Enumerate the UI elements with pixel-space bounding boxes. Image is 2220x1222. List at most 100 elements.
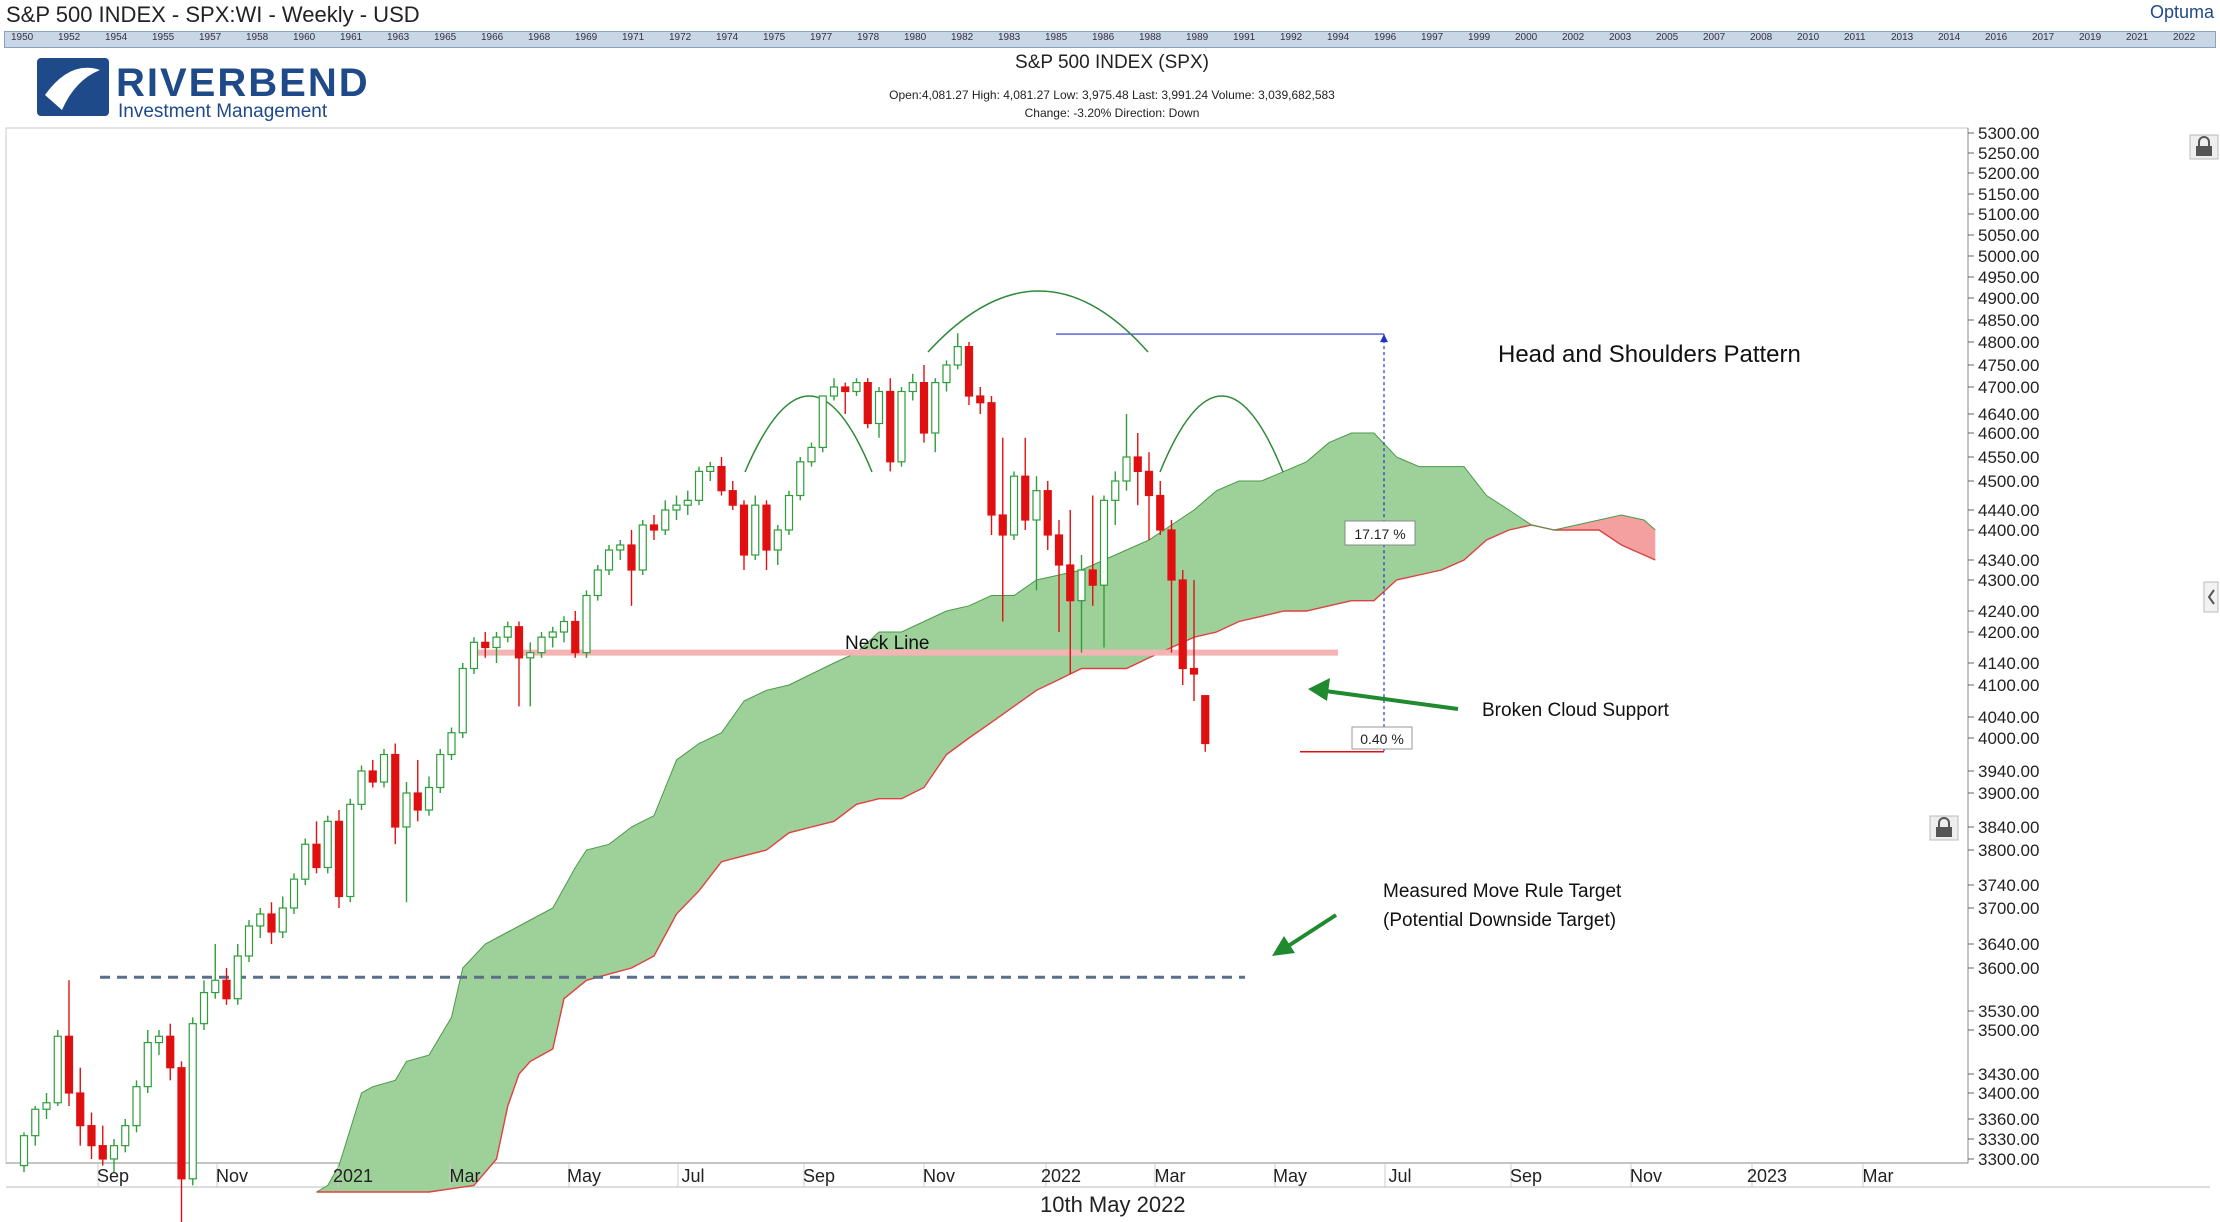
candle-body [852,382,861,393]
y-tick-label: 4700.00 [1978,378,2039,397]
candle-body [886,390,895,463]
y-tick-label: 3500.00 [1978,1021,2039,1040]
y-tick-label: 4400.00 [1978,521,2039,540]
candle-body [177,1067,186,1180]
candle-body [1133,456,1142,472]
candle-body [222,979,231,1000]
candle-body [1088,569,1097,586]
candle-body [109,1145,119,1160]
y-tick-label: 3640.00 [1978,935,2039,954]
candle-body [323,820,332,869]
timeline-year-label: 2017 [2032,32,2055,43]
y-tick-label: 4950.00 [1978,268,2039,287]
candle-body [391,753,400,828]
y-tick-label: 3400.00 [1978,1084,2039,1103]
timeline-year-label: 2014 [1938,32,1961,43]
candle-body [514,626,524,659]
candle-body [334,820,344,898]
candle-body [267,913,276,933]
y-tick-label: 3700.00 [1978,899,2039,918]
candle-body [942,364,951,384]
timeline-year-label: 1950 [11,32,34,43]
timeline-year-label: 1957 [199,32,222,43]
candle-body [143,1041,152,1088]
x-tick-label: 2022 [1041,1166,1081,1186]
timeline-year-label: 1963 [387,32,410,43]
timeline-year-label: 2007 [1703,32,1726,43]
candle-body [897,390,906,463]
candle-body [447,732,456,756]
candle-body [166,1035,175,1069]
candle-body [301,843,310,880]
logo-wave-icon [45,67,100,110]
optuma-brand: Optuma [2149,2,2214,22]
timeline-navigator[interactable]: 1950 1952 1954 1955 1957 1958 1960 1961 1963 1965… [4,31,2216,48]
x-tick-label: 2023 [1747,1166,1787,1186]
timeline-year-label: 1986 [1092,32,1115,43]
y-tick-label: 3300.00 [1978,1150,2039,1169]
y-tick-label: 5200.00 [1978,164,2039,183]
candle-body [357,770,366,805]
y-tick-label: 4140.00 [1978,654,2039,673]
candle-body [908,382,917,393]
title-bar: S&P 500 INDEX - SPX:WI - Weekly - USD Op… [0,0,2220,30]
window-title: S&P 500 INDEX - SPX:WI - Weekly - USD [6,2,420,27]
candle-body [121,1125,130,1147]
timeline-year-label: 1954 [105,32,128,43]
candle-body [672,504,681,511]
y-tick-label: 5150.00 [1978,185,2039,204]
timeline-year-label: 2022 [2173,32,2196,43]
cloud-red-edge [1554,529,1656,561]
y-tick-label: 4800.00 [1978,333,2039,352]
candle-body [616,544,625,551]
cloud-red-top-edge [1553,514,1656,531]
timeline-year-label: 1977 [810,32,833,43]
candle-body [154,1035,164,1044]
candle-body [796,461,805,497]
timeline-year-label: 2013 [1891,32,1914,43]
candle-body [1054,534,1064,566]
candle-body [244,925,254,957]
head-arc [927,290,1149,353]
lock-icon[interactable] [2189,134,2219,160]
candle-body [492,636,501,649]
candle-body [346,803,355,898]
candle-body [368,770,377,783]
y-tick-label: 3740.00 [1978,876,2039,895]
target-arrow [1280,913,1338,952]
candle-body [537,636,546,654]
cloud-green-edge [316,524,1555,1193]
timeline-year-label: 2003 [1609,32,1632,43]
candle-body [627,544,636,571]
y-tick-label: 3900.00 [1978,784,2039,803]
candle-body [31,1108,40,1137]
candle-body [739,504,749,556]
y-tick-label: 3330.00 [1978,1130,2039,1149]
timeline-year-label: 1978 [857,32,880,43]
timeline-year-label: 2002 [1562,32,1585,43]
x-tick-label: Mar [1863,1166,1894,1186]
candle-body [661,509,670,531]
x-tick-label: Sep [803,1166,835,1186]
x-tick-label: Sep [1510,1166,1542,1186]
chart-title: S&P 500 INDEX (SPX) [1015,52,1209,73]
timeline-year-label: 1992 [1280,32,1303,43]
x-tick-label: Mar [450,1166,481,1186]
candle-body [503,626,512,638]
y-tick-label: 4750.00 [1978,356,2039,375]
y-tick-label: 4600.00 [1978,424,2039,443]
timeline-year-label: 1971 [622,32,645,43]
timeline-year-label: 1969 [575,32,598,43]
y-tick-label: 5300.00 [1978,124,2039,143]
candles [19,333,1210,1222]
lock-icon[interactable] [1929,815,1959,841]
candle-body [199,991,209,1025]
y-tick-label: 4440.00 [1978,501,2039,520]
candle-body [762,504,771,551]
candle-body [19,1135,29,1167]
panel-expand-icon[interactable] [2203,581,2219,613]
candle-body [1077,569,1086,602]
candle-body [424,786,434,811]
chart-canvas[interactable]: RIVERBEND Investment Management S&P 500 … [0,48,2220,1222]
y-tick-label: 4900.00 [1978,289,2039,308]
